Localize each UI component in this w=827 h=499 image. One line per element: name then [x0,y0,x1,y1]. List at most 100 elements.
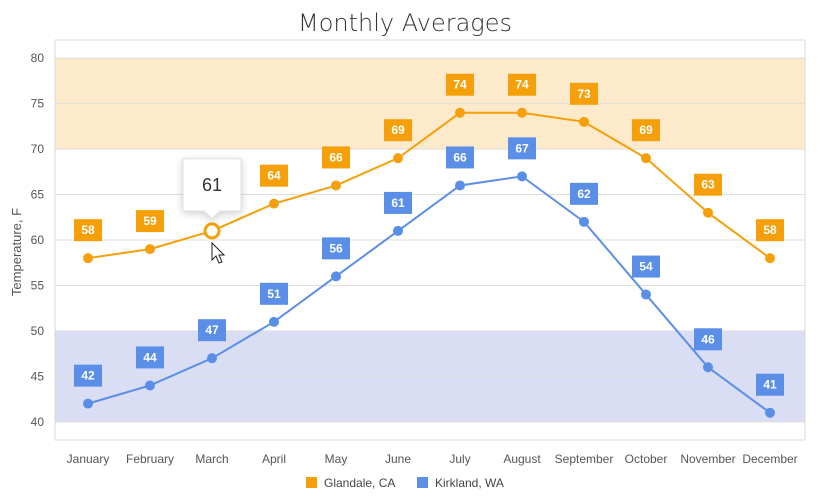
data-label-box [136,210,164,233]
data-point[interactable] [579,216,589,227]
data-label: 51 [267,287,281,301]
data-point[interactable] [579,116,589,127]
x-tick-label: April [262,452,286,466]
data-point[interactable] [703,362,713,373]
data-label: 54 [639,260,653,274]
data-label-box [756,219,784,242]
data-point[interactable] [765,407,775,418]
data-label: 69 [639,123,653,137]
data-label: 58 [763,223,777,237]
data-label: 64 [267,169,281,183]
data-label: 66 [329,150,343,164]
y-tick-label: 40 [31,415,45,429]
plot-border [54,39,806,441]
tooltip-box [182,158,242,220]
y-tick-label: 80 [31,51,45,65]
data-point[interactable] [83,253,93,264]
x-tick-label: December [742,452,797,466]
data-label: 66 [453,150,467,164]
data-label: 63 [701,178,715,192]
data-label-box [446,73,474,96]
mouse-cursor-icon [211,241,226,264]
x-tick-label: May [325,452,348,466]
data-point[interactable] [145,380,155,391]
y-tick-label: 60 [31,233,45,247]
x-tick-label: October [625,452,668,466]
series-line-1 [87,175,771,414]
legend-label[interactable]: Kirkland, WA [435,476,504,490]
tooltip: 61 [182,158,242,220]
data-label-box [508,73,536,96]
data-label-box [632,119,660,142]
data-label-box [384,191,412,214]
data-label-box [446,146,474,169]
data-label-box [260,164,288,187]
data-label-box [756,373,784,396]
x-tick-label: July [449,452,470,466]
data-label: 47 [205,323,219,337]
data-point[interactable] [83,398,93,409]
data-labels: 58 59 64 66 69 74 74 73 69 63 58 42 44 47 51 56 61 66 67 62… [74,73,784,396]
legend-swatch[interactable] [306,477,317,488]
x-tick-label: March [195,452,228,466]
data-point[interactable] [269,316,279,327]
x-tick-label: January [67,452,110,466]
data-point[interactable] [517,171,527,182]
data-label-box [694,328,722,351]
tooltip-value: 61 [202,175,222,195]
data-point[interactable] [641,153,651,164]
x-tick-label: September [555,452,614,466]
data-label-box [322,146,350,169]
data-label-box [322,237,350,260]
data-point[interactable] [455,107,465,118]
data-label: 73 [577,87,591,101]
data-point[interactable] [765,253,775,264]
x-tick-label: November [680,452,735,466]
y-tick-label: 50 [31,324,45,338]
data-point[interactable] [331,271,341,282]
data-point[interactable] [703,207,713,218]
x-tick-label: February [126,452,174,466]
y-axis-label: Temperature, F [9,208,24,296]
data-point[interactable] [641,289,651,300]
data-point[interactable] [455,180,465,191]
data-label: 44 [143,350,157,364]
data-point[interactable] [145,244,155,255]
data-point[interactable] [269,198,279,209]
y-tick-label: 45 [31,369,45,383]
y-tick-label: 70 [31,142,45,156]
x-tick-label: August [503,452,541,466]
series-layer [83,107,775,418]
data-label: 67 [515,141,529,155]
data-point[interactable] [517,107,527,118]
data-point[interactable] [331,180,341,191]
data-label-box [570,82,598,105]
data-point-hover[interactable] [203,222,221,240]
data-label-box [632,255,660,278]
data-label: 56 [329,241,343,255]
data-label: 59 [143,214,157,228]
x-tick-label: June [385,452,411,466]
data-label-box [198,319,226,342]
data-label: 74 [515,78,529,92]
y-tick-label: 75 [31,97,45,111]
data-point[interactable] [393,225,403,236]
legend-swatch[interactable] [417,477,428,488]
data-label-box [694,173,722,196]
data-point[interactable] [393,153,403,164]
legend: Glandale, CA Kirkland, WA [306,476,504,490]
data-label-box [570,182,598,205]
data-label-box [508,137,536,160]
legend-label[interactable]: Glandale, CA [324,476,395,490]
x-axis-ticks: January February March April May June July Augu… [67,452,798,466]
data-label-box [74,364,102,387]
data-point[interactable] [207,353,217,364]
y-tick-label: 55 [31,278,45,292]
data-label-box [74,219,102,242]
data-label: 42 [81,369,95,383]
data-label: 46 [701,332,715,346]
data-label-box [136,346,164,369]
data-label: 74 [453,78,467,92]
